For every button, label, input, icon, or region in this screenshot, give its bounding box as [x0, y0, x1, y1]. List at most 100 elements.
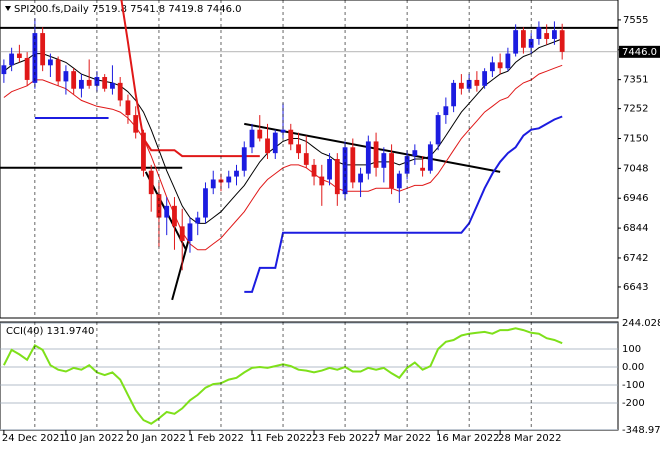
cci-title: CCI(40) 131.9740 — [6, 326, 94, 337]
x-tick-label: 28 Mar 2022 — [498, 433, 561, 444]
candle-body — [79, 79, 84, 89]
candle-body — [520, 30, 526, 48]
candle-body — [482, 71, 488, 86]
candle-body — [71, 71, 77, 89]
y-tick-label: 7351 — [623, 75, 648, 86]
y-tick-label: 6946 — [623, 193, 648, 204]
candle-body — [110, 82, 115, 89]
candle-body — [296, 144, 301, 154]
x-tick-label: 1 Feb 2022 — [188, 433, 244, 444]
candle-body — [1, 65, 7, 75]
candle-body — [210, 179, 216, 189]
y-tick-label: 6844 — [623, 223, 648, 234]
candle-body — [458, 82, 464, 89]
candle-body — [86, 79, 92, 86]
candle-body — [396, 173, 402, 189]
y-tick-label: 6643 — [623, 282, 648, 293]
x-tick-label: 10 Jan 2022 — [64, 433, 124, 444]
candle-body — [133, 115, 139, 133]
y-tick-label: 7555 — [623, 15, 648, 26]
candle-body — [94, 77, 100, 86]
candle-body — [47, 59, 53, 66]
candle-body — [63, 71, 69, 82]
x-tick-label: 24 Dec 2021 — [2, 433, 66, 444]
drawn-line — [171, 234, 191, 301]
candle-body — [536, 27, 542, 39]
candle-body — [474, 79, 480, 86]
candle-body — [427, 144, 433, 171]
candle-body — [32, 33, 38, 83]
candle-body — [327, 159, 332, 180]
y-tick-label: 6742 — [623, 253, 648, 264]
x-tick-label: 16 Mar 2022 — [436, 433, 499, 444]
candle-body — [117, 82, 123, 101]
main-panel — [0, 0, 619, 319]
candle-body — [172, 205, 177, 227]
candle-body — [55, 59, 61, 82]
candle-body — [303, 153, 309, 165]
x-tick-label: 11 Feb 2022 — [250, 433, 312, 444]
candle-body — [358, 173, 363, 183]
candle-body — [280, 129, 286, 133]
last-price-label: 7446.0 — [622, 47, 657, 58]
y-tick-label: 100 — [622, 344, 641, 355]
candle-body — [226, 176, 232, 183]
candle-body — [187, 223, 193, 241]
candle-body — [451, 82, 457, 107]
candle-body — [195, 217, 201, 224]
y-tick-label: -200 — [622, 398, 645, 409]
candle-body — [234, 170, 239, 177]
candle-body — [179, 226, 185, 241]
overlay-line — [3, 64, 563, 251]
candle-body — [552, 30, 557, 39]
last-price-box — [619, 45, 660, 58]
candle-body — [265, 138, 270, 154]
cci-plot — [0, 322, 618, 430]
candle-body — [241, 147, 247, 171]
candle-body — [164, 205, 170, 218]
candle-body — [24, 57, 30, 80]
x-tick-label: 23 Feb 2022 — [312, 433, 374, 444]
candle-body — [381, 153, 387, 168]
candle-body — [350, 147, 356, 183]
y-tick-label: 7150 — [623, 134, 648, 145]
candle-body — [16, 53, 22, 58]
candle-body — [513, 30, 519, 54]
candle-body — [148, 170, 154, 195]
main-plot — [0, 0, 618, 301]
candle-body — [559, 30, 565, 52]
candle-body — [373, 141, 379, 168]
y-tick-label: 0.00 — [622, 362, 644, 373]
candle-body — [319, 176, 325, 186]
candle-body — [365, 141, 371, 174]
candle-body — [249, 129, 255, 148]
candle-body — [412, 150, 418, 157]
candle-body — [443, 106, 449, 116]
y-tick-label: 7048 — [623, 163, 648, 174]
candle-body — [544, 33, 550, 39]
candle-body — [505, 53, 511, 69]
candle-body — [40, 33, 46, 66]
candle-body — [141, 132, 146, 171]
x-tick-label: 20 Jan 2022 — [126, 433, 186, 444]
overlay-line — [244, 115, 563, 293]
candle-body — [334, 159, 340, 195]
candle-body — [288, 129, 294, 145]
x-tick-label: 7 Mar 2022 — [374, 433, 431, 444]
y-tick-label: 7252 — [623, 104, 648, 115]
candle-body — [420, 167, 426, 171]
candle-body — [435, 115, 441, 145]
candle-body — [311, 164, 317, 177]
y-tick-label: 244.0283 — [622, 318, 660, 329]
candle-body — [102, 77, 108, 89]
candle-body — [9, 53, 15, 66]
candle-body — [489, 62, 495, 72]
chart-title: SPI200.fs,Daily 7519.8 7541.8 7419.8 744… — [14, 4, 241, 15]
candle-body — [125, 100, 131, 116]
y-tick-label: -348.978 — [622, 425, 660, 436]
y-tick-label: -100 — [622, 380, 645, 391]
candle-body — [497, 62, 503, 69]
candle-body — [272, 132, 278, 154]
